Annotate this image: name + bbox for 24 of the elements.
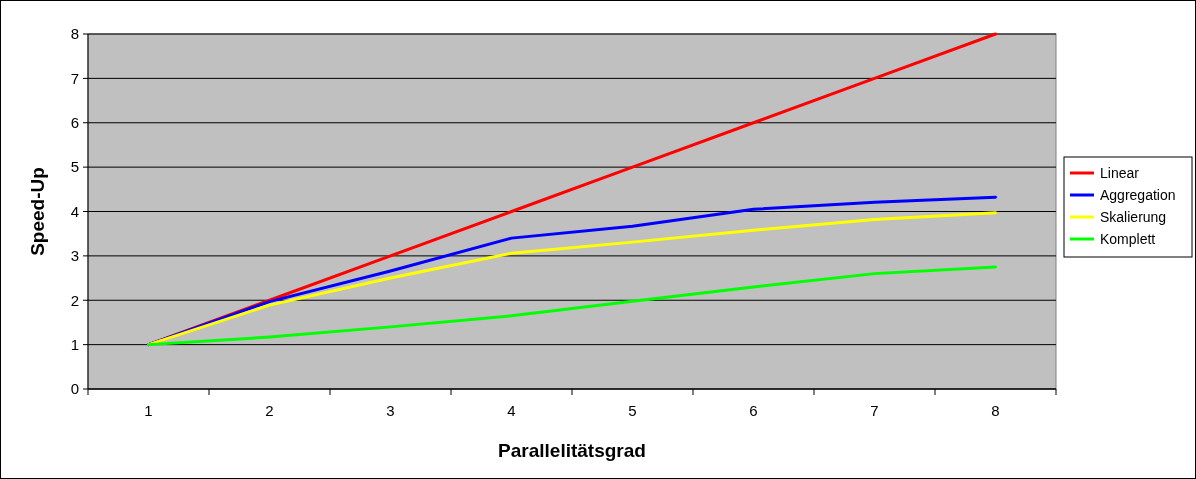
x-tick-label: 3: [386, 402, 395, 419]
x-tick-label: 2: [265, 402, 274, 419]
legend-label: Aggregation: [1100, 186, 1176, 203]
y-tick-label: 8: [70, 25, 79, 43]
line-series: [147, 265, 997, 347]
y-tick-label: 6: [70, 114, 79, 131]
y-tick-label: 1: [70, 335, 79, 353]
x-tick-label: 6: [749, 402, 758, 419]
y-tick-label: 2: [70, 291, 79, 309]
legend-label: Linear: [1100, 164, 1140, 181]
legend-label: Komplett: [1100, 230, 1156, 247]
y-axis-title: Speed-Up: [27, 167, 48, 256]
legend-label: Skalierung: [1100, 208, 1167, 225]
x-tick-label: 5: [628, 402, 637, 419]
y-tick-label: 0: [70, 380, 79, 398]
y-tick-label: 4: [70, 202, 79, 220]
y-tick-label: 7: [70, 69, 79, 87]
x-tick-label: 4: [507, 402, 516, 419]
x-tick-label: 8: [991, 402, 1000, 419]
x-tick-label: 1: [144, 402, 153, 419]
y-tick-label: 3: [70, 247, 79, 265]
x-tick-label: 7: [870, 402, 879, 419]
x-axis-title: Parallelitätsgrad: [498, 440, 646, 461]
y-tick-label: 5: [70, 158, 79, 176]
